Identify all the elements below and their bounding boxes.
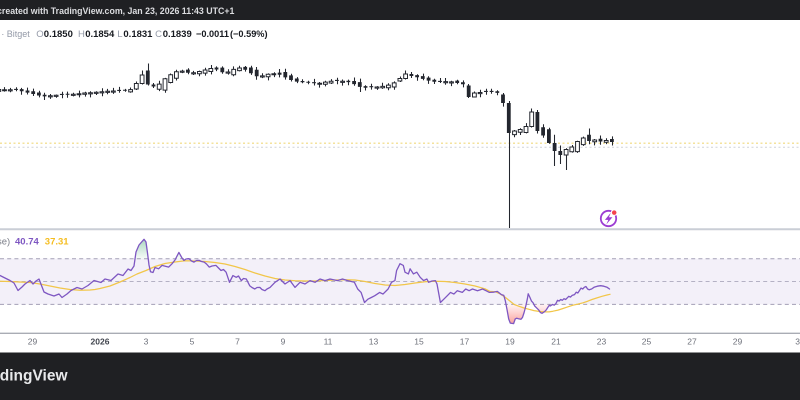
- svg-text:TradingView: TradingView: [0, 368, 68, 385]
- svg-text:27: 27: [687, 337, 697, 347]
- svg-text:25: 25: [642, 337, 652, 347]
- svg-text:31: 31: [795, 337, 800, 347]
- svg-text:23: 23: [597, 337, 607, 347]
- svg-text:5: 5: [190, 337, 195, 347]
- svg-text:29: 29: [28, 337, 38, 347]
- svg-text:created with TradingView.com,: created with TradingView.com, Jan 23, 20…: [0, 6, 234, 16]
- svg-text:17: 17: [460, 337, 470, 347]
- svg-text:21: 21: [551, 337, 561, 347]
- svg-text:3: 3: [144, 337, 149, 347]
- svg-text:9: 9: [281, 337, 286, 347]
- svg-text:15: 15: [414, 337, 424, 347]
- svg-text:29: 29: [733, 337, 743, 347]
- svg-text:13: 13: [369, 337, 379, 347]
- svg-text:11: 11: [324, 337, 333, 347]
- svg-text:7: 7: [235, 337, 240, 347]
- svg-text:19: 19: [505, 337, 515, 347]
- svg-text:2026: 2026: [91, 337, 110, 347]
